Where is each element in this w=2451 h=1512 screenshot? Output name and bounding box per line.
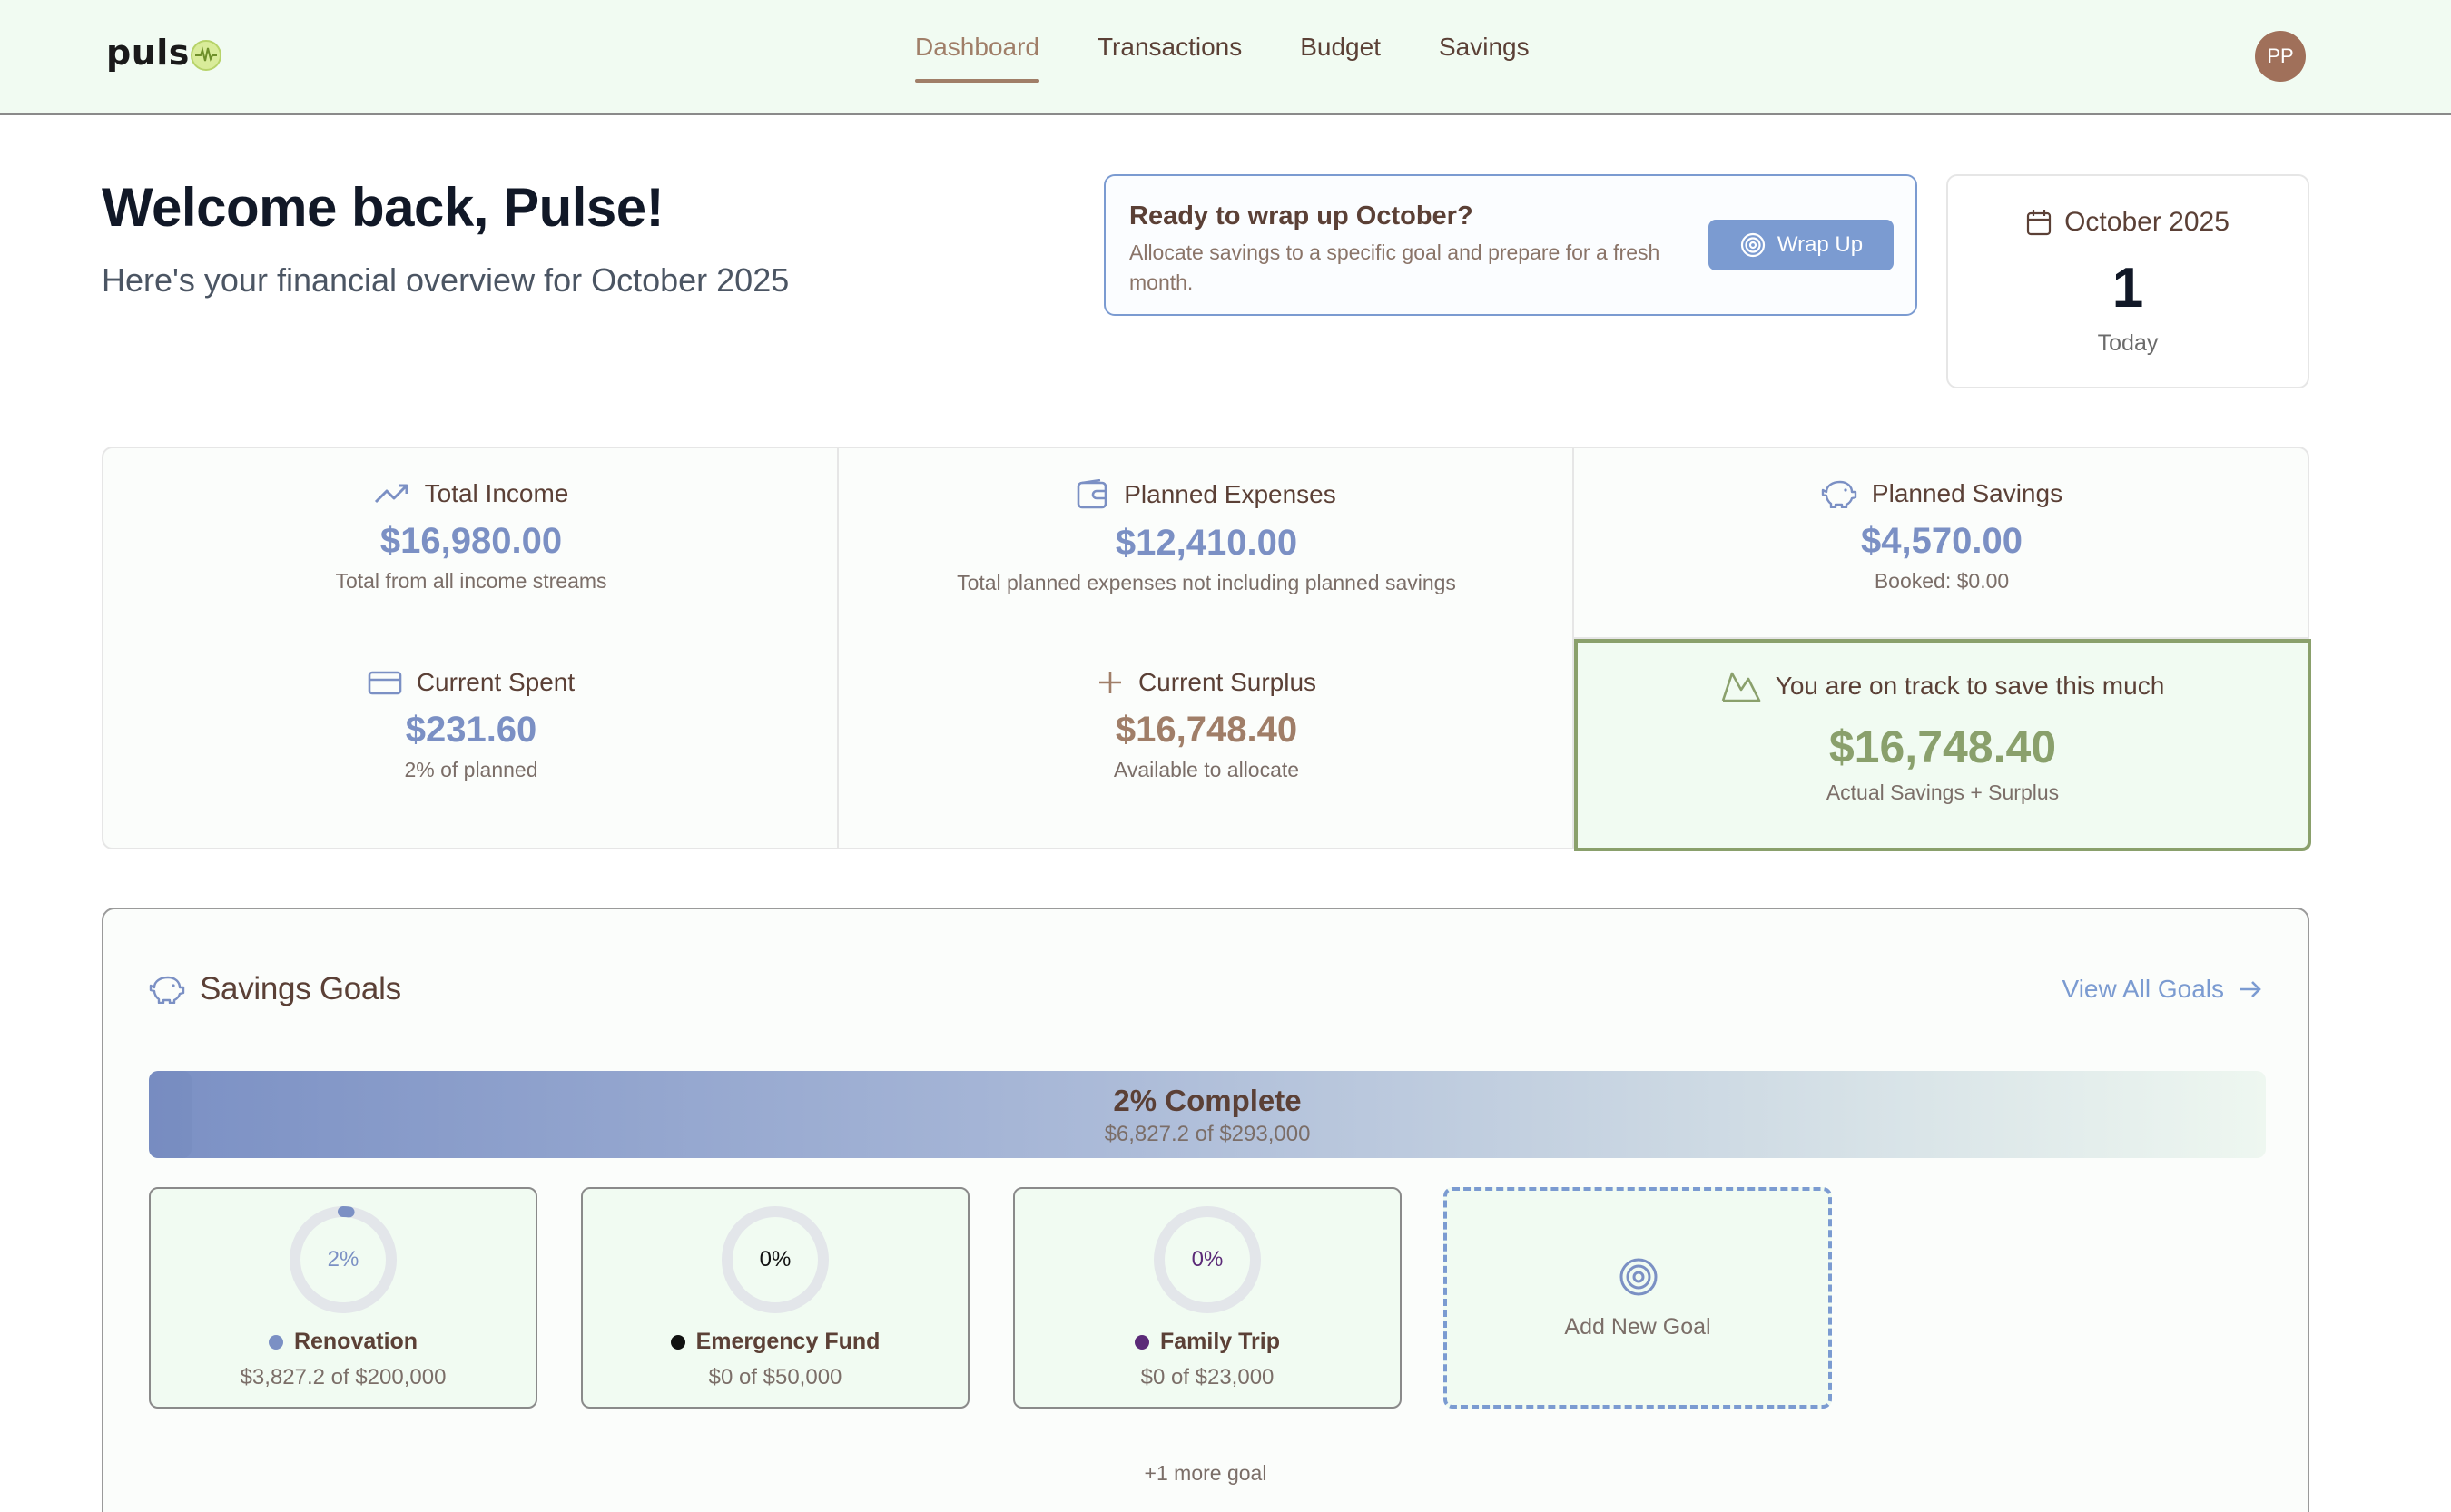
overall-progress-fill [149, 1071, 192, 1158]
target-icon [1619, 1258, 1658, 1296]
add-new-goal-button[interactable]: Add New Goal [1443, 1187, 1832, 1409]
stat-note: Total planned expenses not including pla… [957, 571, 1456, 594]
stats-divider [837, 448, 839, 848]
wallet-icon [1077, 479, 1107, 509]
piggy-bank-icon [149, 976, 185, 1004]
goal-name-row: Emergency Fund [583, 1329, 968, 1355]
goal-card-family-trip[interactable]: 0% Family Trip $0 of $23,000 [1013, 1187, 1402, 1409]
arrow-right-icon [2240, 981, 2261, 997]
stat-current-surplus: Current Surplus $16,748.40 Available to … [839, 668, 1574, 782]
mountain-icon [1721, 672, 1761, 702]
app-logo[interactable]: puls [106, 33, 221, 73]
wrap-up-title: Ready to wrap up October? [1129, 201, 1473, 231]
date-card: October 2025 1 Today [1946, 174, 2309, 388]
view-all-goals-label: View All Goals [2062, 975, 2224, 1003]
stat-current-spent: Current Spent $231.60 2% of planned [103, 668, 839, 782]
nav-budget[interactable]: Budget [1300, 33, 1381, 61]
stat-label: Planned Expenses [1124, 480, 1336, 508]
on-track-card: You are on track to save this much $16,7… [1574, 639, 2311, 851]
stat-note: 2% of planned [404, 758, 538, 781]
more-goals-link[interactable]: +1 more goal [1144, 1461, 1267, 1485]
plus-icon [1098, 672, 1121, 693]
date-card-month: October 2025 [2064, 207, 2230, 237]
nav-dashboard[interactable]: Dashboard [915, 0, 1039, 84]
goal-card-emergency-fund[interactable]: 0% Emergency Fund $0 of $50,000 [581, 1187, 970, 1409]
overall-progress-title: 2% Complete [1113, 1084, 1302, 1117]
goal-amount: $3,827.2 of $200,000 [240, 1365, 447, 1389]
stat-label: Current Surplus [1137, 668, 1317, 696]
goal-progress-ring [722, 1206, 829, 1313]
goal-name-row: Family Trip [1015, 1329, 1400, 1355]
wrap-up-button[interactable]: Wrap Up [1708, 220, 1894, 270]
stat-on-track: You are on track to save this much $16,7… [1578, 670, 2308, 805]
goal-name: Renovation [293, 1329, 418, 1354]
goal-amount: $0 of $50,000 [708, 1365, 842, 1389]
credit-card-icon [368, 671, 402, 695]
savings-goals-section: Savings Goals View All Goals 2% Complete… [102, 908, 2309, 1512]
goal-color-dot [268, 1334, 283, 1350]
stat-value: $16,748.40 [1828, 722, 2057, 772]
stat-label: Planned Savings [1871, 479, 2063, 507]
top-navigation-bar: puls Dashboard Transactions Budget Savin… [0, 0, 2451, 115]
wrap-up-card: Ready to wrap up October? Allocate savin… [1104, 174, 1917, 316]
date-card-month-row: October 2025 [1948, 207, 2308, 238]
stat-value: $4,570.00 [1861, 521, 2023, 561]
nav-transactions[interactable]: Transactions [1097, 33, 1243, 61]
wrap-up-description: Allocate savings to a specific goal and … [1129, 241, 1660, 294]
section-title: Savings Goals [200, 971, 401, 1006]
trending-up-icon [374, 484, 408, 504]
goal-percent: 2% [327, 1247, 359, 1271]
goal-name-row: Renovation [151, 1329, 536, 1355]
stat-value: $16,980.00 [379, 521, 563, 561]
stat-total-income: Total Income $16,980.00 Total from all i… [103, 479, 839, 594]
goal-name: Emergency Fund [695, 1329, 881, 1354]
stats-grid: Total Income $16,980.00 Total from all i… [102, 447, 2311, 851]
goal-color-dot [670, 1334, 685, 1350]
stat-note: Available to allocate [1113, 758, 1300, 781]
stat-label: Total Income [424, 479, 569, 507]
stat-note: Total from all income streams [335, 569, 607, 593]
stat-label: You are on track to save this much [1775, 672, 2165, 700]
goal-card-renovation[interactable]: 2% Renovation $3,827.2 of $200,000 [149, 1187, 537, 1409]
nav-savings[interactable]: Savings [1438, 33, 1530, 61]
stat-value: $16,748.40 [1115, 710, 1298, 750]
stat-note: Actual Savings + Surplus [1826, 781, 2060, 804]
savings-goals-header: Savings Goals [149, 971, 401, 1007]
stats-divider [1572, 448, 1574, 848]
page-subtitle: Here's your financial overview for Octob… [102, 261, 790, 299]
goal-percent: 0% [759, 1247, 792, 1271]
calendar-icon [2026, 210, 2052, 236]
add-new-goal-label: Add New Goal [1564, 1314, 1711, 1340]
goal-percent: 0% [1191, 1247, 1224, 1271]
wrap-up-button-label: Wrap Up [1777, 232, 1864, 257]
goal-progress-ring [1154, 1206, 1261, 1313]
main-nav: Dashboard Transactions Budget Savings [915, 0, 1530, 115]
view-all-goals-link[interactable]: View All Goals [2062, 975, 2262, 1004]
piggy-bank-icon [1821, 480, 1857, 508]
goal-name: Family Trip [1160, 1329, 1280, 1354]
date-card-day: 1 [2111, 257, 2144, 319]
overall-goals-progress-bar: 2% Complete $6,827.2 of $293,000 [149, 1071, 2266, 1158]
stat-planned-savings: Planned Savings $4,570.00 Booked: $0.00 [1574, 479, 2309, 594]
pulse-logo-icon [190, 40, 221, 71]
overall-progress-amount: $6,827.2 of $293,000 [1104, 1122, 1311, 1146]
user-avatar[interactable]: PP [2255, 31, 2306, 82]
stat-value: $12,410.00 [1115, 523, 1298, 563]
page-title: Welcome back, Pulse! [102, 177, 664, 238]
goal-progress-ring [290, 1206, 397, 1313]
goal-color-dot [1135, 1334, 1149, 1350]
target-icon [1740, 232, 1765, 258]
goal-amount: $0 of $23,000 [1140, 1365, 1275, 1389]
logo-text: puls [106, 33, 190, 73]
stat-note: Booked: $0.00 [1874, 569, 2010, 593]
stat-value: $231.60 [405, 710, 537, 750]
stat-planned-expenses: Planned Expenses $12,410.00 Total planne… [839, 479, 1574, 595]
stat-label: Current Spent [416, 668, 576, 696]
stats-divider [1574, 637, 2309, 639]
date-card-label: Today [2097, 330, 2159, 356]
